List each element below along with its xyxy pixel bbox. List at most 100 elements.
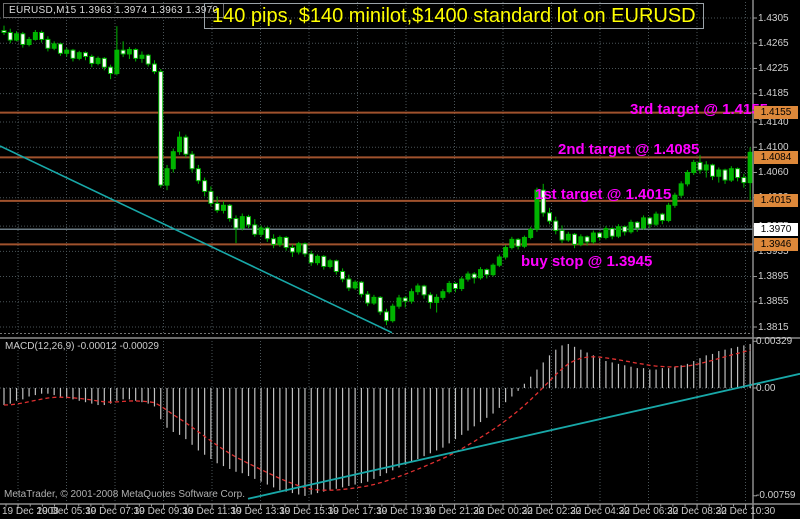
macd-uptrend-trendline[interactable] — [247, 372, 800, 500]
candle-body — [728, 168, 734, 181]
candle-body — [609, 228, 615, 237]
macd-tick-label: -0.00759 — [756, 490, 796, 502]
macd-tick-label: 0.00329 — [756, 335, 793, 347]
candle-body — [133, 49, 139, 59]
candle-body — [553, 220, 559, 232]
candle-body — [484, 269, 490, 276]
price-tick-label: 1.3855 — [758, 296, 789, 308]
candle-body — [478, 269, 484, 279]
candle-body — [346, 278, 352, 289]
price-tick-label: 1.4305 — [758, 12, 789, 24]
time-axis-label: 22 Dec 06:30 — [618, 506, 679, 517]
time-axis-label: 19 Dec 11:30 — [182, 506, 242, 517]
candle-body — [358, 281, 364, 295]
price-level-box: 1.3946 — [754, 237, 798, 251]
price-tick-label: 1.4225 — [758, 62, 789, 74]
candle-body — [39, 32, 45, 40]
candle-body — [252, 224, 258, 235]
candle-body — [108, 66, 114, 74]
candle-body — [572, 233, 578, 245]
candle-body — [383, 311, 389, 322]
time-axis-label: 19 Dec 09:30 — [133, 506, 194, 517]
time-axis-label: 19 Dec 07:30 — [85, 506, 145, 517]
candle-body — [396, 297, 402, 307]
candle-body — [327, 260, 333, 267]
candle-body — [95, 57, 101, 64]
candle-body — [578, 236, 584, 245]
candle-body — [32, 32, 38, 40]
price-tick-label: 1.3815 — [758, 321, 789, 333]
candle-body — [446, 282, 452, 293]
candle-body — [189, 153, 195, 170]
candle-body — [496, 256, 502, 266]
candle-body — [503, 247, 509, 258]
annotation-text[interactable]: 1st target @ 1.4015 — [535, 186, 672, 203]
price-tick-label: 1.3935 — [758, 245, 789, 257]
time-axis-label: 19 Dec 05:30 — [36, 506, 97, 517]
candle-body — [534, 189, 540, 230]
candle-body — [277, 236, 283, 245]
candle-body — [471, 273, 477, 279]
candle-body — [603, 228, 609, 238]
downtrend-trendline[interactable] — [0, 145, 393, 334]
price-tick-label: 1.4060 — [758, 167, 789, 178]
candle-body — [333, 260, 339, 273]
candle-body — [703, 164, 709, 171]
candle-body — [158, 71, 164, 186]
candle-body — [584, 236, 590, 243]
candle-body — [7, 32, 13, 41]
candle-body — [427, 294, 433, 303]
time-axis-label: 22 Dec 02:30 — [521, 506, 582, 517]
time-axis-label: 19 Dec 15:30 — [279, 506, 339, 517]
candle-body — [120, 49, 126, 55]
candle-body — [622, 226, 628, 233]
candle-body — [45, 38, 51, 49]
candle-body — [139, 54, 145, 59]
price-tick-label: 1.3895 — [758, 271, 789, 283]
candle-body — [597, 232, 603, 238]
candle-body — [258, 227, 264, 235]
current-price-box: 1.3970 — [754, 222, 798, 236]
price-level-box: 1.4084 — [754, 150, 798, 164]
candle-body — [89, 55, 95, 64]
candle-body — [741, 177, 747, 184]
annotation-text[interactable]: 3rd target @ 1.4155 — [630, 101, 769, 118]
annotation-text[interactable]: 2nd target @ 1.4085 — [558, 141, 700, 158]
macd-indicator-label: MACD(12,26,9) -0.00012 -0.00029 — [5, 341, 159, 352]
candle-body — [51, 43, 57, 49]
copyright-watermark: MetaTrader, © 2001-2008 MetaQuotes Softw… — [4, 489, 246, 500]
candle-body — [114, 49, 120, 74]
annotation-text[interactable]: buy stop @ 1.3945 — [521, 253, 653, 270]
candle-body — [465, 273, 471, 280]
time-axis-label: 22 Dec 10:30 — [715, 506, 776, 517]
candle-body — [289, 247, 295, 253]
chart-title-banner[interactable]: 140 pips, $140 minilot,$1400 standard lo… — [204, 3, 704, 29]
candle-body — [684, 172, 690, 185]
candle-body — [528, 228, 534, 238]
candle-body — [647, 217, 653, 225]
candle-body — [20, 33, 26, 45]
candle-body — [26, 38, 32, 45]
candle-body — [340, 271, 346, 280]
candle-body — [264, 227, 270, 240]
time-axis-label: 19 Dec 21:30 — [424, 506, 485, 517]
candle-body — [659, 213, 665, 221]
time-axis-label: 19 Dec 19:30 — [376, 506, 436, 517]
candle-body — [678, 183, 684, 196]
candle-body — [352, 281, 358, 289]
candle-body — [315, 255, 320, 264]
candle-body — [177, 136, 183, 153]
candle-body — [440, 291, 446, 298]
candle-body — [415, 285, 421, 293]
candle-body — [371, 296, 377, 304]
candle-body — [409, 291, 415, 302]
candle-body — [220, 204, 226, 211]
candle-body — [377, 296, 383, 313]
time-axis-label: 19 Dec 2008 — [2, 506, 59, 517]
candle-body — [246, 216, 252, 226]
candle-body — [641, 217, 647, 229]
candle-body — [434, 296, 440, 303]
candle-body — [76, 52, 82, 59]
candle-body — [521, 236, 527, 247]
